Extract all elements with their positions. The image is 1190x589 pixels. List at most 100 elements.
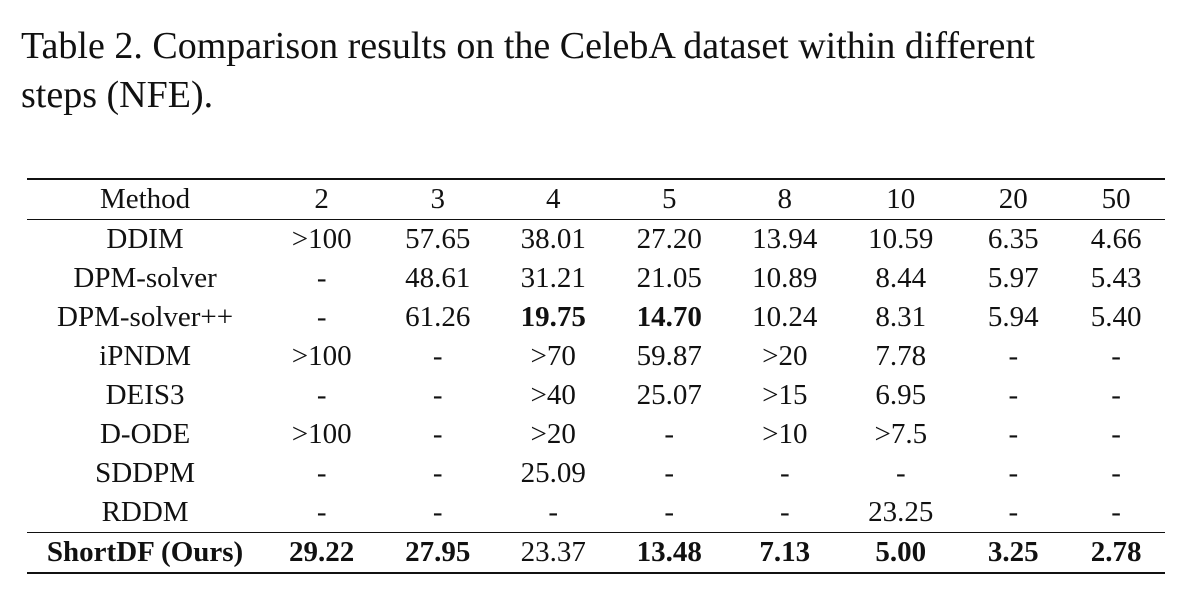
value-cell: - (1111, 379, 1121, 411)
table-row: D-ODE >100 - >20 - >10 >7.5 - - (27, 415, 1165, 454)
value-cell: 6.35 (987, 223, 1039, 255)
value-cell: - (1111, 340, 1121, 372)
value-cell: 6.95 (875, 379, 927, 411)
caption-line-2: steps (NFE). (21, 74, 214, 116)
value-cell: - (1008, 379, 1019, 411)
method-cell: D-ODE (99, 418, 191, 450)
value-cell: >100 (291, 223, 352, 255)
method-cell: ShortDF (Ours) (46, 536, 244, 568)
value-cell: >100 (291, 340, 352, 372)
value-cell: 61.26 (405, 301, 471, 333)
value-cell: >20 (762, 340, 808, 372)
value-cell: 10.24 (752, 301, 818, 333)
value-cell: 8.44 (875, 262, 927, 294)
table-row: DPM-solver++ - 61.26 19.75 14.70 10.24 8.31 5.9… (27, 298, 1165, 337)
value-cell: 14.70 (636, 301, 702, 333)
value-cell: - (1008, 418, 1019, 450)
value-cell: - (779, 496, 790, 528)
value-cell: >40 (530, 379, 576, 411)
method-cell: DPM-solver++ (57, 301, 234, 333)
caption-line-1: Table 2. Comparison results on the Celeb… (21, 25, 1035, 67)
table-body: DDIM >100 57.65 38.01 27.20 13.94 10.59 6.35 4.6… (27, 220, 1165, 573)
value-cell: - (316, 301, 327, 333)
value-cell: - (548, 496, 559, 528)
table-row: DEIS3 - - >40 25.07 >15 6.95 - - (27, 376, 1165, 415)
value-cell: - (664, 457, 675, 489)
value-cell: 10.89 (752, 262, 818, 294)
value-cell: >70 (530, 340, 576, 372)
value-cell: - (1111, 418, 1121, 450)
header-steps-20: 20 (998, 183, 1028, 215)
value-cell: 21.05 (636, 262, 702, 294)
value-cell: 25.07 (636, 379, 702, 411)
value-cell: - (1111, 496, 1121, 528)
value-cell: 38.01 (520, 223, 586, 255)
value-cell: 19.75 (520, 301, 586, 333)
value-cell: 57.65 (405, 223, 471, 255)
value-cell: 5.43 (1090, 262, 1142, 294)
value-cell: - (432, 340, 443, 372)
value-cell: 2.78 (1090, 536, 1142, 568)
value-cell: 5.97 (987, 262, 1039, 294)
header-steps-3: 3 (430, 183, 445, 215)
value-cell: - (1008, 340, 1019, 372)
value-cell: 4.66 (1090, 223, 1142, 255)
header-steps-10: 10 (886, 183, 916, 215)
value-cell: 29.22 (289, 536, 355, 568)
method-cell: DEIS3 (105, 379, 185, 411)
table-row: DPM-solver - 48.61 31.21 21.05 10.89 8.44 5.97 5… (27, 259, 1165, 298)
value-cell: 10.59 (868, 223, 934, 255)
value-cell: 23.25 (868, 496, 934, 528)
value-cell: - (432, 418, 443, 450)
header-steps-8: 8 (777, 183, 793, 215)
header-method: Method (99, 183, 191, 215)
value-cell: - (664, 418, 675, 450)
value-cell: 31.21 (520, 262, 586, 294)
value-cell: 5.94 (987, 301, 1039, 333)
value-cell: - (664, 496, 675, 528)
value-cell: - (432, 496, 443, 528)
table-caption: Table 2. Comparison results on the Celeb… (21, 22, 1181, 120)
header-steps-5: 5 (662, 183, 677, 215)
value-cell: - (316, 262, 327, 294)
table-row: RDDM - - - - - 23.25 - - (27, 493, 1165, 533)
value-cell: 48.61 (405, 262, 471, 294)
value-cell: - (1008, 457, 1019, 489)
value-cell: 7.13 (759, 536, 811, 568)
value-cell: >15 (762, 379, 808, 411)
table-row: ShortDF (Ours) 29.22 27.95 23.37 13.48 7.13 5.… (27, 532, 1165, 573)
value-cell: - (895, 457, 906, 489)
value-cell: 5.40 (1090, 301, 1142, 333)
table-row: DDIM >100 57.65 38.01 27.20 13.94 10.59 6.35 4.6… (27, 220, 1165, 260)
value-cell: >10 (762, 418, 808, 450)
method-cell: DDIM (106, 223, 184, 255)
value-cell: - (432, 457, 443, 489)
value-cell: - (316, 379, 327, 411)
method-cell: RDDM (101, 496, 189, 528)
value-cell: 59.87 (636, 340, 702, 372)
value-cell: 5.00 (875, 536, 927, 568)
table-row: SDDPM - - 25.09 - - - - - (27, 454, 1165, 493)
method-cell: DPM-solver (73, 262, 217, 294)
method-cell: SDDPM (95, 457, 196, 489)
value-cell: >20 (530, 418, 576, 450)
table-header-row: Method 2 3 4 5 8 10 20 50 (27, 179, 1165, 220)
value-cell: - (432, 379, 443, 411)
header-steps-4: 4 (545, 183, 561, 215)
value-cell: >7.5 (874, 418, 928, 450)
value-cell: 13.48 (636, 536, 702, 568)
value-cell: - (1111, 457, 1121, 489)
header-steps-50: 50 (1101, 183, 1131, 215)
value-cell: - (1008, 496, 1019, 528)
value-cell: 3.25 (987, 536, 1039, 568)
method-cell: iPNDM (99, 340, 191, 372)
value-cell: 23.37 (520, 536, 586, 568)
value-cell: 13.94 (752, 223, 818, 255)
value-cell: >100 (291, 418, 352, 450)
table-row: iPNDM >100 - >70 59.87 >20 7.78 - - (27, 337, 1165, 376)
value-cell: 8.31 (875, 301, 927, 333)
results-table: Method 2 3 4 5 8 10 20 50 DDIM >100 57.65 3… (27, 178, 1165, 574)
value-cell: 7.78 (875, 340, 927, 372)
header-steps-2: 2 (314, 183, 329, 215)
value-cell: - (779, 457, 790, 489)
